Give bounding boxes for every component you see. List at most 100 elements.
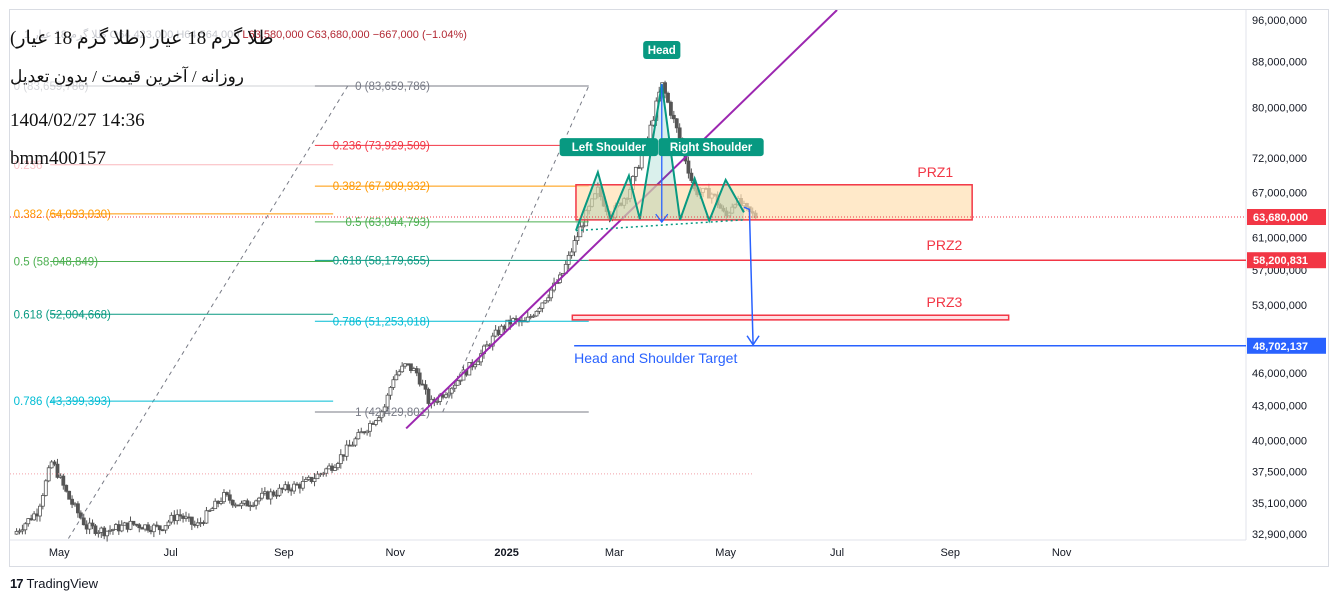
- candle-body: [70, 498, 74, 505]
- candle-body: [312, 478, 317, 482]
- price-label-bg: [1247, 209, 1326, 226]
- target-arrow-line: [743, 206, 754, 344]
- candle-body: [356, 432, 361, 440]
- fib2-level-label: 0 (83,659,786): [14, 81, 89, 93]
- head-label-bg: [643, 40, 681, 59]
- candle-body: [55, 463, 60, 478]
- candle-body: [146, 524, 150, 531]
- x-tick-label: Jul: [830, 547, 844, 559]
- candle-body: [376, 417, 381, 422]
- candle-body: [105, 530, 110, 537]
- y-tick-label: 96,000,000: [1252, 15, 1307, 27]
- candle-body: [663, 82, 667, 94]
- candle-body: [452, 384, 457, 389]
- price-label: 63,680,000: [1253, 212, 1308, 224]
- fib2-level-label: 0.236: [14, 160, 43, 172]
- fib1-level-label: 0.382 (67,909,932): [333, 181, 430, 193]
- candle-body: [210, 508, 215, 511]
- candle-body: [385, 394, 390, 408]
- y-tick-label: 53,000,000: [1252, 300, 1307, 312]
- candle-body: [537, 307, 542, 312]
- candle-body: [490, 335, 495, 347]
- candle-body: [543, 300, 548, 304]
- candle-body: [335, 463, 340, 469]
- candle-body: [157, 525, 162, 531]
- tradingview-brand[interactable]: 17 TradingView: [10, 576, 98, 591]
- candle-body: [23, 523, 28, 531]
- candle-body: [368, 423, 372, 432]
- change-value: −667,000 (−1.04%): [372, 29, 467, 41]
- candle-body: [674, 118, 679, 129]
- candle-body: [257, 497, 261, 502]
- candle-body: [409, 363, 413, 371]
- price-label-bg: [1247, 337, 1326, 354]
- candle-body: [195, 522, 200, 526]
- candle-body: [61, 475, 66, 486]
- candle-body: [189, 516, 194, 525]
- candle-body: [689, 172, 694, 181]
- candle-body: [455, 380, 460, 386]
- candle-body: [677, 127, 682, 139]
- low-value: L63,580,000: [242, 29, 304, 41]
- candle-body: [549, 289, 554, 299]
- candle-body: [286, 484, 291, 491]
- candle-body: [499, 325, 504, 335]
- candle-body: [76, 503, 80, 514]
- candle-body: [546, 297, 551, 302]
- x-tick-label: May: [49, 547, 70, 559]
- candle-body: [578, 226, 583, 238]
- candle-body: [175, 514, 180, 522]
- candle-body: [96, 531, 101, 534]
- candle-body: [671, 114, 676, 120]
- candle-body: [414, 368, 419, 374]
- x-tick-label: Sep: [940, 547, 960, 559]
- y-tick-label: 32,900,000: [1252, 529, 1307, 541]
- candle-body: [575, 236, 580, 241]
- target-arrowhead: [746, 335, 760, 347]
- symbol-faded: 1 طلا گرم 18 عیار: [24, 29, 107, 41]
- candle-body: [227, 494, 232, 501]
- candle-body: [219, 501, 223, 504]
- candle-body: [178, 514, 183, 517]
- candle-body: [128, 520, 133, 530]
- y-tick-label: 88,000,000: [1252, 57, 1307, 69]
- head-label: Head: [648, 45, 676, 57]
- candle-body: [300, 480, 305, 489]
- y-tick-label: 43,000,000: [1252, 401, 1307, 413]
- fib1-level-label: 0 (83,659,786): [355, 81, 430, 93]
- hs-neckline: [575, 219, 744, 232]
- candle-body: [525, 316, 530, 323]
- candle-body: [534, 310, 539, 317]
- right-shoulder-label-bg: [658, 138, 764, 157]
- price-label: 48,702,137: [1253, 341, 1308, 353]
- candle-body: [81, 517, 86, 526]
- overlay-title: طلا گرم 18 عیار (طلا گرم 18 عیار): [10, 28, 274, 49]
- candle-body: [93, 525, 98, 534]
- candle-body: [435, 401, 440, 403]
- y-tick-label: 80,000,000: [1252, 102, 1307, 114]
- x-tick-label: 2025: [494, 547, 518, 559]
- candle-body: [163, 525, 168, 531]
- candle-body: [321, 472, 326, 475]
- x-tick-label: Jul: [164, 547, 178, 559]
- candle-body: [566, 254, 571, 265]
- candle-body: [449, 387, 454, 394]
- y-tick-label: 40,000,000: [1252, 435, 1307, 447]
- candle-body: [417, 372, 422, 385]
- fib-trend-dashed-1: [67, 85, 349, 539]
- candle-body: [458, 379, 463, 382]
- candle-body: [67, 490, 72, 500]
- candle-body: [444, 394, 448, 398]
- candle-body: [633, 166, 638, 177]
- candle-body: [49, 461, 54, 469]
- price-chart[interactable]: 96,000,000 88,000,000 80,000,000 72,000,000…: [10, 10, 1328, 566]
- left-shoulder-label-bg: [559, 138, 659, 157]
- candle-body: [400, 365, 405, 373]
- candle-body: [46, 467, 51, 482]
- candle-body: [648, 124, 653, 140]
- candle-body: [473, 364, 478, 368]
- candle-body: [426, 388, 431, 404]
- chart-frame: 96,000,000 88,000,000 80,000,000 72,000,000…: [9, 9, 1329, 567]
- candle-body: [40, 495, 45, 507]
- candle-body: [666, 92, 670, 103]
